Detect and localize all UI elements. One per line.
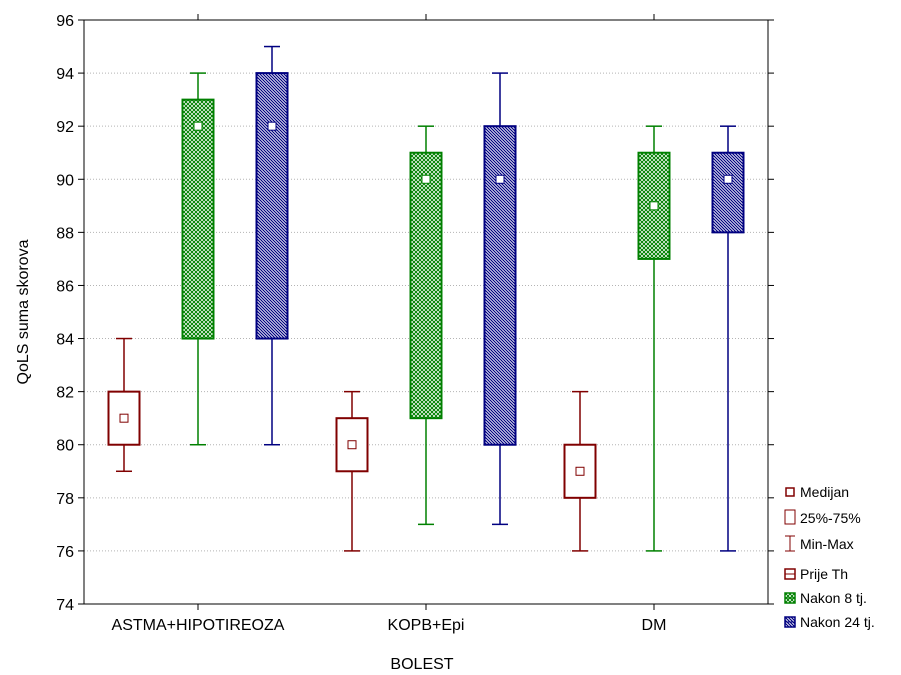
box-0-0 (107, 337, 141, 473)
iqr-box (409, 151, 443, 420)
legend-item: Prije Th (784, 566, 848, 582)
legend-item: Nakon 8 tj. (784, 590, 867, 606)
y-tick-label: 78 (56, 491, 74, 508)
legend-median-icon (785, 487, 795, 497)
legend-item: 25%-75% (784, 509, 861, 526)
median-marker (575, 466, 585, 476)
median-marker (421, 174, 431, 184)
box-2-0 (563, 390, 597, 552)
box-2-2 (711, 125, 745, 552)
box-1-1 (409, 125, 443, 526)
legend: Medijan 25%-75% Min-Max Prije Th Nakon 8 tj.… (784, 484, 875, 630)
iqr-box (181, 98, 215, 340)
legend-label: Nakon 24 tj. (800, 614, 875, 630)
y-tick-label: 92 (56, 119, 74, 136)
median-marker (267, 121, 277, 131)
iqr-box (255, 72, 289, 340)
axes: 74 76 78 80 82 84 86 88 90 92 94 96 ASTMA+HIPOTIREOZ… (56, 13, 774, 634)
box-1-2 (483, 72, 517, 526)
y-tick-label: 76 (56, 544, 74, 561)
legend-item: Nakon 24 tj. (784, 614, 875, 630)
median-marker (495, 174, 505, 184)
legend-label: Min-Max (800, 536, 854, 552)
x-tick-label: DM (642, 617, 667, 634)
median-marker (649, 201, 659, 211)
legend-label: Nakon 8 tj. (800, 590, 867, 606)
y-tick-label: 82 (56, 385, 74, 402)
iqr-box (483, 125, 517, 446)
median-marker (723, 174, 733, 184)
plot-area (107, 45, 745, 552)
box-1-0 (335, 390, 369, 552)
x-tick-label: ASTMA+HIPOTIREOZA (112, 617, 285, 634)
x-axis-label: BOLEST (390, 656, 453, 673)
y-tick-label: 86 (56, 278, 74, 295)
median-marker (119, 413, 129, 423)
y-tick-label: 88 (56, 225, 74, 242)
box-0-1 (181, 72, 215, 446)
legend-item: Medijan (785, 484, 849, 500)
y-tick-label: 80 (56, 438, 74, 455)
legend-item: Min-Max (785, 535, 854, 552)
box-2-1 (637, 125, 671, 552)
iqr-box (335, 417, 369, 473)
y-axis-label: QoLS suma skorova (15, 239, 32, 384)
x-tick-label: KOPB+Epi (388, 617, 465, 634)
legend-label: 25%-75% (800, 510, 861, 526)
y-tick-label: 94 (56, 66, 74, 83)
box-0-2 (255, 45, 289, 446)
median-marker (347, 440, 357, 450)
y-tick-label: 96 (56, 13, 74, 30)
legend-label: Prije Th (800, 566, 848, 582)
median-marker (193, 121, 203, 131)
y-tick-label: 74 (56, 597, 74, 614)
legend-box-icon (784, 509, 796, 525)
y-tick-label: 90 (56, 172, 74, 189)
iqr-box (711, 151, 745, 234)
legend-label: Medijan (800, 484, 849, 500)
y-tick-label: 84 (56, 332, 74, 349)
